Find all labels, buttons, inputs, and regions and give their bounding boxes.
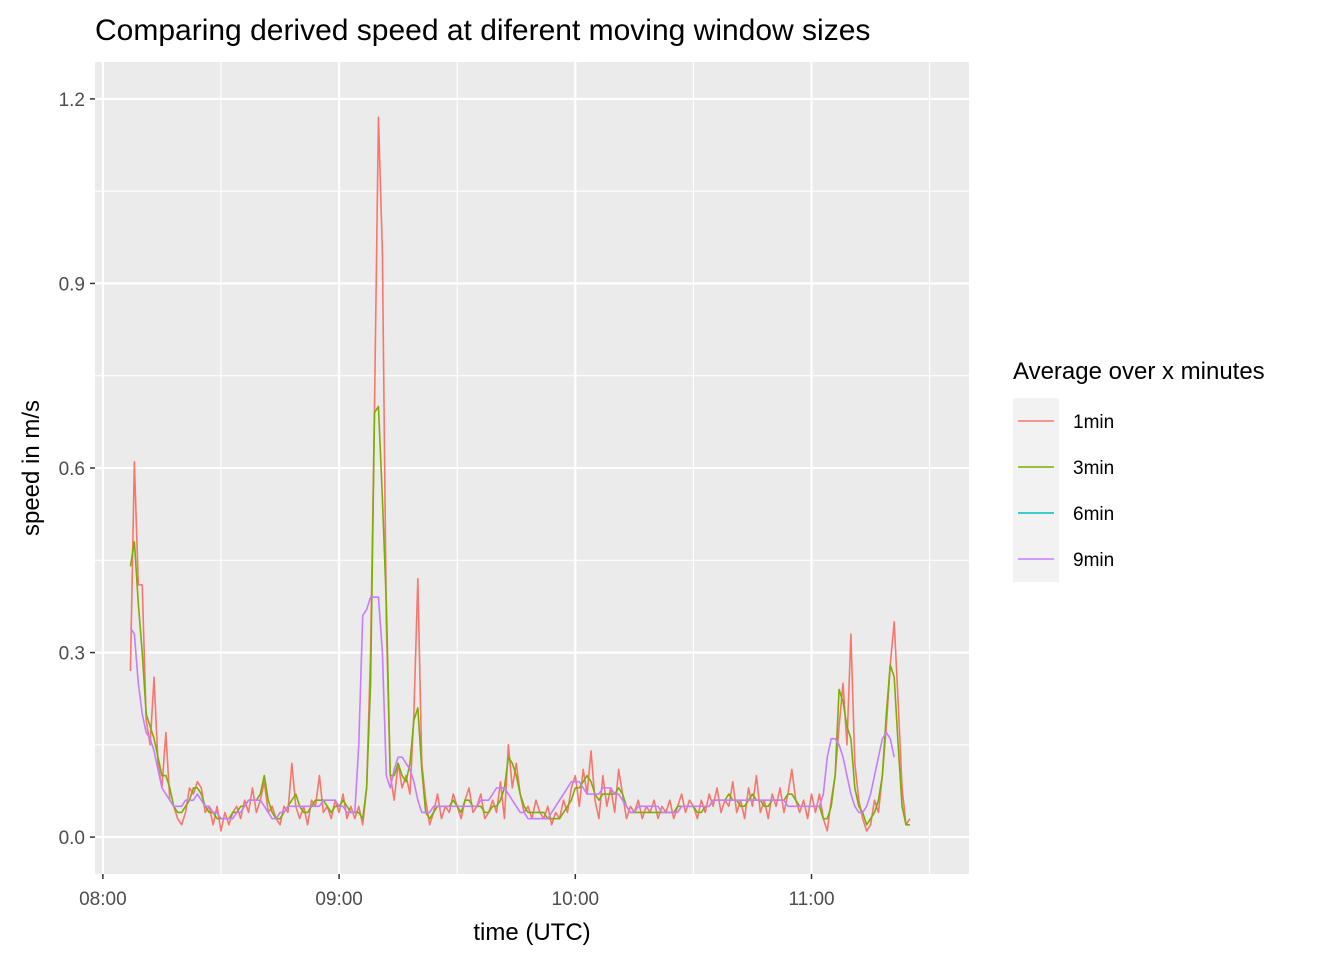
y-tick-label: 0.3 [59, 644, 85, 665]
legend-title: Average over x minutes [1013, 358, 1265, 385]
y-tick-label: 1.2 [59, 90, 85, 111]
y-tick-label: 0.9 [59, 274, 85, 295]
y-axis: 0.0 0.3 0.6 0.9 1.2 [59, 90, 95, 849]
legend-label: 1min [1073, 412, 1114, 433]
legend: Average over x minutes 1min 3min 6min 9min [1013, 358, 1265, 582]
x-axis: 08:00 09:00 10:00 11:00 [79, 874, 835, 910]
legend-label: 6min [1073, 504, 1114, 525]
series-lines [129, 116, 911, 832]
y-tick-label: 0.6 [59, 459, 85, 480]
major-gridlines [95, 62, 969, 874]
legend-label: 3min [1073, 458, 1114, 479]
y-axis-title: speed in m/s [18, 400, 45, 536]
y-tick-label: 0.0 [59, 828, 85, 849]
x-tick-label: 11:00 [788, 889, 834, 910]
x-axis-title: time (UTC) [473, 919, 590, 946]
x-tick-label: 10:00 [552, 889, 600, 910]
chart-title: Comparing derived speed at diferent movi… [95, 14, 870, 47]
series-line-9min [129, 596, 895, 820]
legend-label: 9min [1073, 550, 1114, 571]
x-tick-label: 08:00 [79, 889, 127, 910]
legend-key-background [1013, 398, 1059, 582]
x-tick-label: 09:00 [315, 889, 363, 910]
